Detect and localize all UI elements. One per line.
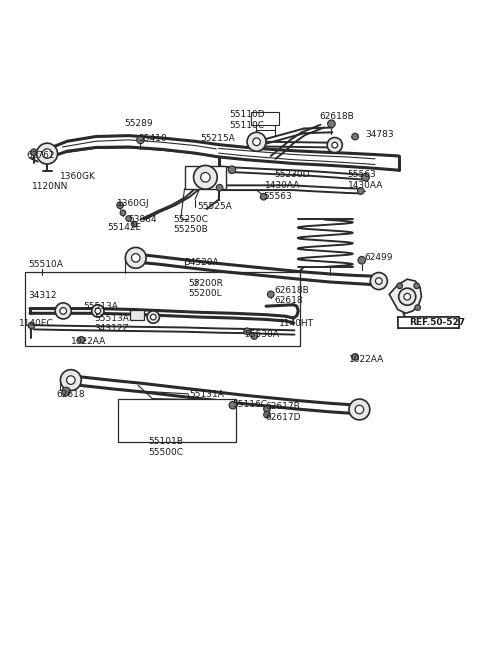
Text: REF.50-527: REF.50-527 <box>409 318 465 328</box>
Text: 54520A: 54520A <box>184 257 219 267</box>
Text: 1360GK: 1360GK <box>60 172 96 181</box>
Bar <box>251 113 279 124</box>
Circle shape <box>352 354 359 360</box>
Text: 55525A: 55525A <box>197 202 232 211</box>
Circle shape <box>125 248 146 269</box>
Circle shape <box>355 405 364 414</box>
Circle shape <box>328 120 335 128</box>
Text: 1120NN: 1120NN <box>32 182 68 191</box>
Circle shape <box>414 283 420 289</box>
Circle shape <box>28 322 35 329</box>
Circle shape <box>55 303 72 319</box>
Circle shape <box>132 221 137 227</box>
Text: 1430AA: 1430AA <box>265 181 300 190</box>
Text: 1140HT: 1140HT <box>279 319 314 328</box>
Circle shape <box>95 308 101 314</box>
Circle shape <box>404 293 410 300</box>
Circle shape <box>42 149 52 159</box>
Circle shape <box>229 402 237 409</box>
Circle shape <box>67 376 75 384</box>
Circle shape <box>31 149 37 155</box>
Circle shape <box>137 136 144 143</box>
Circle shape <box>399 288 416 305</box>
Circle shape <box>260 193 267 200</box>
Circle shape <box>126 215 132 221</box>
Circle shape <box>358 256 366 264</box>
Circle shape <box>36 143 58 164</box>
Text: 34783: 34783 <box>366 130 394 139</box>
Text: 62618: 62618 <box>57 390 85 400</box>
Circle shape <box>251 333 257 339</box>
Circle shape <box>228 166 236 174</box>
Text: 62618B: 62618B <box>320 112 355 121</box>
Circle shape <box>397 283 403 289</box>
Text: 1430AA: 1430AA <box>348 181 383 190</box>
Text: 1022AA: 1022AA <box>349 355 384 364</box>
Text: 55101B
55500C: 55101B 55500C <box>148 437 183 457</box>
Text: 55510A: 55510A <box>28 261 63 269</box>
Circle shape <box>332 142 337 148</box>
Text: 55513A
34312Z: 55513A 34312Z <box>95 314 130 333</box>
Circle shape <box>193 166 217 189</box>
Text: 55563: 55563 <box>348 170 376 179</box>
Circle shape <box>201 172 210 182</box>
Text: 55410: 55410 <box>138 134 167 143</box>
Text: 1360GJ: 1360GJ <box>117 199 149 208</box>
Circle shape <box>60 369 81 390</box>
Bar <box>184 166 226 189</box>
Text: 62617B
62617D: 62617B 62617D <box>265 402 300 422</box>
Circle shape <box>247 132 266 151</box>
Circle shape <box>370 272 387 290</box>
Text: 34312: 34312 <box>28 291 57 300</box>
Text: 55116C: 55116C <box>232 400 267 409</box>
Circle shape <box>60 308 67 314</box>
Circle shape <box>78 337 84 343</box>
Text: 55215A: 55215A <box>201 134 235 143</box>
Circle shape <box>244 328 251 335</box>
Circle shape <box>150 314 156 320</box>
Text: 55200R
55200L: 55200R 55200L <box>188 279 223 298</box>
Bar <box>398 317 459 328</box>
Text: 1140EC: 1140EC <box>19 319 53 328</box>
Circle shape <box>216 185 223 191</box>
Bar <box>25 272 300 345</box>
Circle shape <box>264 411 270 418</box>
Circle shape <box>362 174 369 181</box>
Text: 62499: 62499 <box>365 253 393 262</box>
Text: 62618B
62618: 62618B 62618 <box>275 286 309 305</box>
Polygon shape <box>389 279 421 313</box>
Text: 55110D
55110C: 55110D 55110C <box>229 110 265 130</box>
Text: 55142E: 55142E <box>108 223 142 233</box>
Text: 55513A: 55513A <box>84 302 119 310</box>
Circle shape <box>147 311 159 323</box>
Bar <box>118 399 236 442</box>
Circle shape <box>120 210 126 215</box>
Text: 55530A: 55530A <box>245 329 279 339</box>
Text: 62762: 62762 <box>27 151 55 160</box>
Text: 55250C
55250B: 55250C 55250B <box>174 214 208 234</box>
Circle shape <box>62 387 71 396</box>
Circle shape <box>415 305 420 310</box>
Circle shape <box>375 278 382 284</box>
Text: 1022AA: 1022AA <box>71 337 106 346</box>
Circle shape <box>349 399 370 420</box>
Circle shape <box>264 405 270 412</box>
Text: 55131A: 55131A <box>189 390 224 400</box>
Circle shape <box>253 138 260 145</box>
Circle shape <box>92 305 104 317</box>
Circle shape <box>117 202 123 208</box>
Bar <box>398 317 459 328</box>
Text: 55563: 55563 <box>264 192 292 201</box>
Circle shape <box>352 133 359 140</box>
Text: 53884: 53884 <box>129 215 157 224</box>
Circle shape <box>358 188 364 195</box>
Circle shape <box>267 291 274 297</box>
Circle shape <box>327 138 342 153</box>
Circle shape <box>132 253 140 262</box>
Bar <box>130 310 144 320</box>
Text: 55289: 55289 <box>124 119 153 128</box>
Text: 55230D: 55230D <box>275 170 310 179</box>
